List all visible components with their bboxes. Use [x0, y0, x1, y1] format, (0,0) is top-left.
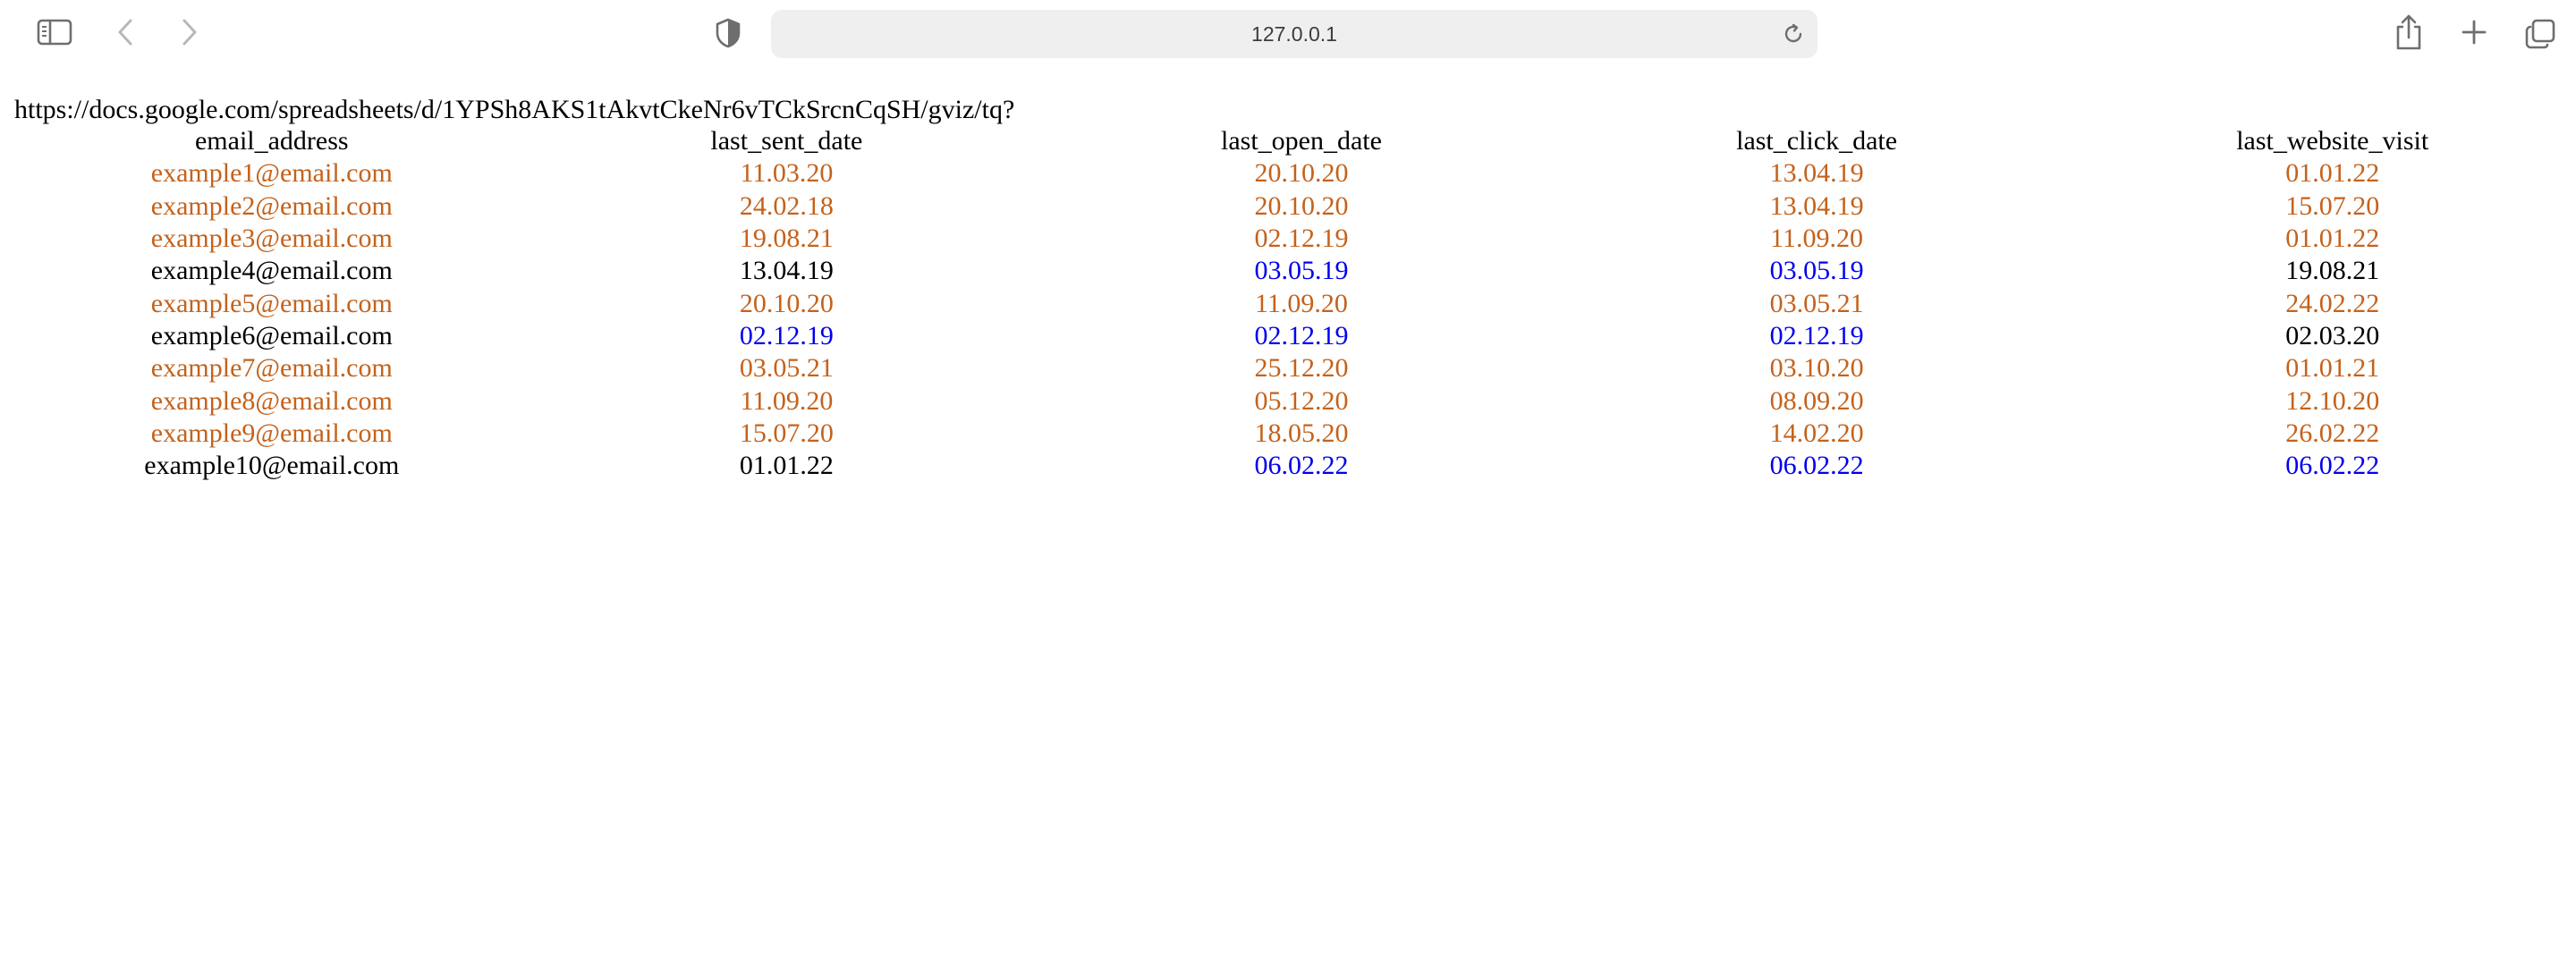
date-cell: 05.12.20: [1254, 385, 1349, 416]
date-cell: 06.02.22: [1254, 451, 1349, 481]
data-table: email_address last_sent_date last_open_d…: [14, 125, 2576, 482]
date-cell: 11.09.20: [740, 385, 834, 416]
date-cell: 02.12.19: [1254, 320, 1349, 350]
date-cell: 15.07.20: [739, 418, 834, 448]
date-cell: 20.10.20: [1254, 158, 1349, 189]
back-button[interactable]: [109, 16, 141, 48]
date-cell: 20.10.20: [1254, 190, 1349, 221]
email-cell: example3@email.com: [150, 224, 393, 254]
column-header: last_website_visit: [2236, 126, 2429, 156]
email-cell: example6@email.com: [150, 320, 393, 350]
date-cell: 02.12.19: [1769, 320, 1864, 350]
email-cell: example8@email.com: [150, 385, 393, 416]
table-row: example7@email.com 03.05.21 25.12.20 03.10.…: [14, 352, 2576, 384]
date-cell: 02.03.20: [2285, 320, 2380, 350]
date-cell: 19.08.21: [2285, 256, 2380, 286]
date-cell: 02.12.19: [1254, 224, 1349, 254]
date-cell: 06.02.22: [1769, 451, 1864, 481]
table-row: example3@email.com 19.08.21 02.12.19 11.09.…: [14, 223, 2576, 255]
share-button[interactable]: [2392, 13, 2426, 52]
date-cell: 20.10.20: [739, 288, 834, 318]
tab-overview-button[interactable]: [2522, 16, 2558, 52]
reload-icon: [1784, 23, 1802, 43]
table-row: example9@email.com 15.07.20 18.05.20 14.02.…: [14, 418, 2576, 450]
table-row: example6@email.com 02.12.19 02.12.19 02.12.…: [14, 320, 2576, 352]
email-cell: example1@email.com: [150, 158, 393, 189]
table-row: example2@email.com 24.02.18 20.10.20 13.04.…: [14, 190, 2576, 223]
column-header: email_address: [194, 126, 349, 156]
address-bar[interactable]: 127.0.0.1: [771, 10, 1818, 58]
date-cell: 01.01.22: [739, 451, 834, 481]
date-cell: 13.04.19: [1769, 190, 1864, 221]
date-cell: 11.09.20: [1255, 288, 1348, 318]
date-cell: 01.01.22: [2285, 158, 2380, 189]
address-text: 127.0.0.1: [1251, 22, 1337, 46]
forward-button[interactable]: [174, 16, 206, 48]
date-cell: 24.02.22: [2285, 288, 2380, 318]
date-cell: 03.05.19: [1769, 256, 1864, 286]
privacy-report-button[interactable]: [712, 16, 744, 50]
column-header: last_sent_date: [710, 126, 863, 156]
date-cell: 18.05.20: [1254, 418, 1349, 448]
date-cell: 11.03.20: [740, 158, 834, 189]
new-tab-button[interactable]: [2458, 16, 2490, 48]
date-cell: 06.02.22: [2285, 451, 2380, 481]
email-cell: example7@email.com: [150, 353, 393, 384]
date-cell: 19.08.21: [739, 224, 834, 254]
email-cell: example5@email.com: [150, 288, 393, 318]
email-cell: example10@email.com: [144, 451, 400, 481]
chevron-left-icon: [118, 19, 132, 46]
date-cell: 01.01.22: [2285, 224, 2380, 254]
chevron-right-icon: [182, 19, 197, 46]
date-cell: 24.02.18: [739, 190, 834, 221]
share-icon: [2396, 14, 2421, 50]
plus-icon: [2462, 20, 2487, 45]
date-cell: 14.02.20: [1769, 418, 1864, 448]
shield-icon: [716, 18, 741, 48]
date-cell: 13.04.19: [739, 256, 834, 286]
date-cell: 08.09.20: [1769, 385, 1864, 416]
sidebar-icon: [37, 19, 72, 46]
table-row: example8@email.com 11.09.20 05.12.20 08.09.…: [14, 384, 2576, 417]
table-row: example1@email.com 11.03.20 20.10.20 13.04.…: [14, 157, 2576, 190]
email-cell: example4@email.com: [150, 256, 393, 286]
date-cell: 13.04.19: [1769, 158, 1864, 189]
date-cell: 11.09.20: [1770, 224, 1864, 254]
date-cell: 02.12.19: [739, 320, 834, 350]
column-header: last_click_date: [1736, 126, 1898, 156]
email-cell: example2@email.com: [150, 190, 393, 221]
reload-button[interactable]: [1782, 22, 1805, 46]
tabs-icon: [2525, 19, 2555, 49]
table-row: example4@email.com 13.04.19 03.05.19 03.05.…: [14, 255, 2576, 287]
date-cell: 03.05.21: [739, 353, 834, 384]
date-cell: 03.05.19: [1254, 256, 1349, 286]
date-cell: 25.12.20: [1254, 353, 1349, 384]
email-cell: example9@email.com: [150, 418, 393, 448]
date-cell: 03.10.20: [1769, 353, 1864, 384]
table-body: example1@email.com 11.03.20 20.10.20 13.04.…: [14, 157, 2576, 482]
browser-toolbar: 127.0.0.1: [0, 0, 2576, 66]
date-cell: 01.01.21: [2285, 353, 2380, 384]
source-url-text: https://docs.google.com/spreadsheets/d/1…: [14, 95, 1015, 124]
date-cell: 03.05.21: [1769, 288, 1864, 318]
date-cell: 26.02.22: [2285, 418, 2380, 448]
table-header-row: email_address last_sent_date last_open_d…: [14, 125, 2576, 157]
date-cell: 15.07.20: [2285, 190, 2380, 221]
date-cell: 12.10.20: [2285, 385, 2380, 416]
table-row: example10@email.com 01.01.22 06.02.22 06.02…: [14, 450, 2576, 482]
table-row: example5@email.com 20.10.20 11.09.20 03.05.…: [14, 287, 2576, 319]
sidebar-toggle-button[interactable]: [34, 16, 75, 48]
column-header: last_open_date: [1221, 126, 1382, 156]
